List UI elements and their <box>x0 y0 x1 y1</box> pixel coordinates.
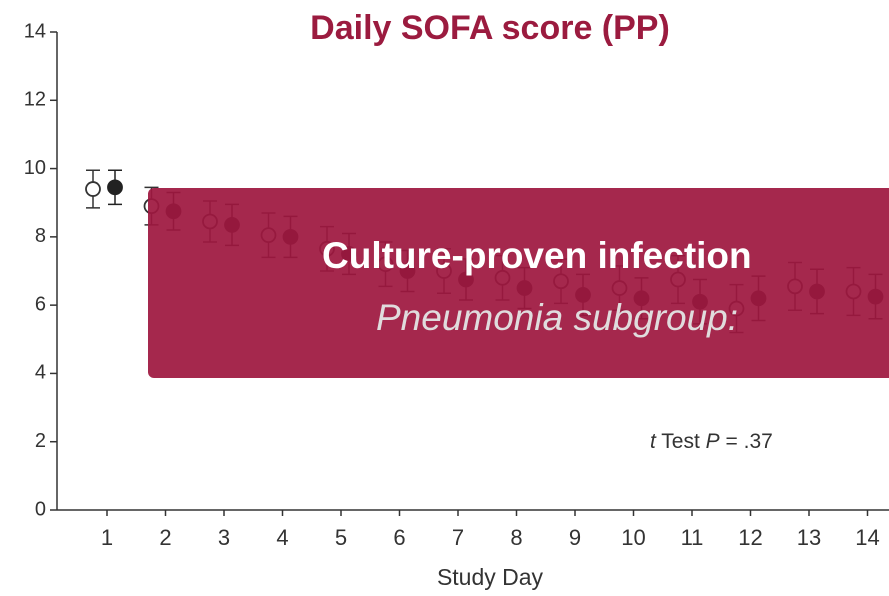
y-tick-label: 0 <box>35 498 46 520</box>
annotation-p: P <box>706 430 720 453</box>
marker <box>85 181 101 197</box>
x-tick-label: 14 <box>855 525 879 550</box>
x-tick-label: 13 <box>797 525 821 550</box>
marker <box>107 179 123 196</box>
x-tick-label: 5 <box>335 525 347 550</box>
annotation-test: Test <box>656 430 706 453</box>
x-tick-label: 9 <box>569 525 581 550</box>
y-tick-label: 14 <box>24 20 46 42</box>
x-tick-label: 3 <box>218 525 230 550</box>
chart-title: Daily SOFA score (PP) <box>310 9 670 47</box>
y-tick-label: 2 <box>35 430 46 452</box>
banner-title: Culture-proven infection <box>322 235 752 276</box>
x-tick-label: 8 <box>510 525 522 550</box>
x-tick-label: 1 <box>101 525 113 550</box>
x-tick-label: 4 <box>276 525 288 550</box>
y-tick-label: 6 <box>35 293 46 315</box>
y-tick-label: 8 <box>35 225 46 247</box>
x-tick-label: 10 <box>621 525 645 550</box>
annotation: t Test P = .37 <box>650 430 773 453</box>
x-tick-label: 7 <box>452 525 464 550</box>
y-tick-label: 12 <box>24 89 46 111</box>
y-tick-label: 4 <box>35 362 46 384</box>
x-tick-label: 2 <box>159 525 171 550</box>
annotation-stat: t <box>650 430 657 453</box>
y-tick-label: 10 <box>24 157 46 179</box>
banner <box>148 188 889 378</box>
banner-subtitle: Pneumonia subgroup: <box>376 297 738 338</box>
x-tick-label: 6 <box>393 525 405 550</box>
x-axis-label: Study Day <box>437 564 544 590</box>
x-tick-label: 12 <box>738 525 762 550</box>
annotation-p-text: = .37 <box>720 430 773 453</box>
x-tick-label: 11 <box>681 525 704 550</box>
